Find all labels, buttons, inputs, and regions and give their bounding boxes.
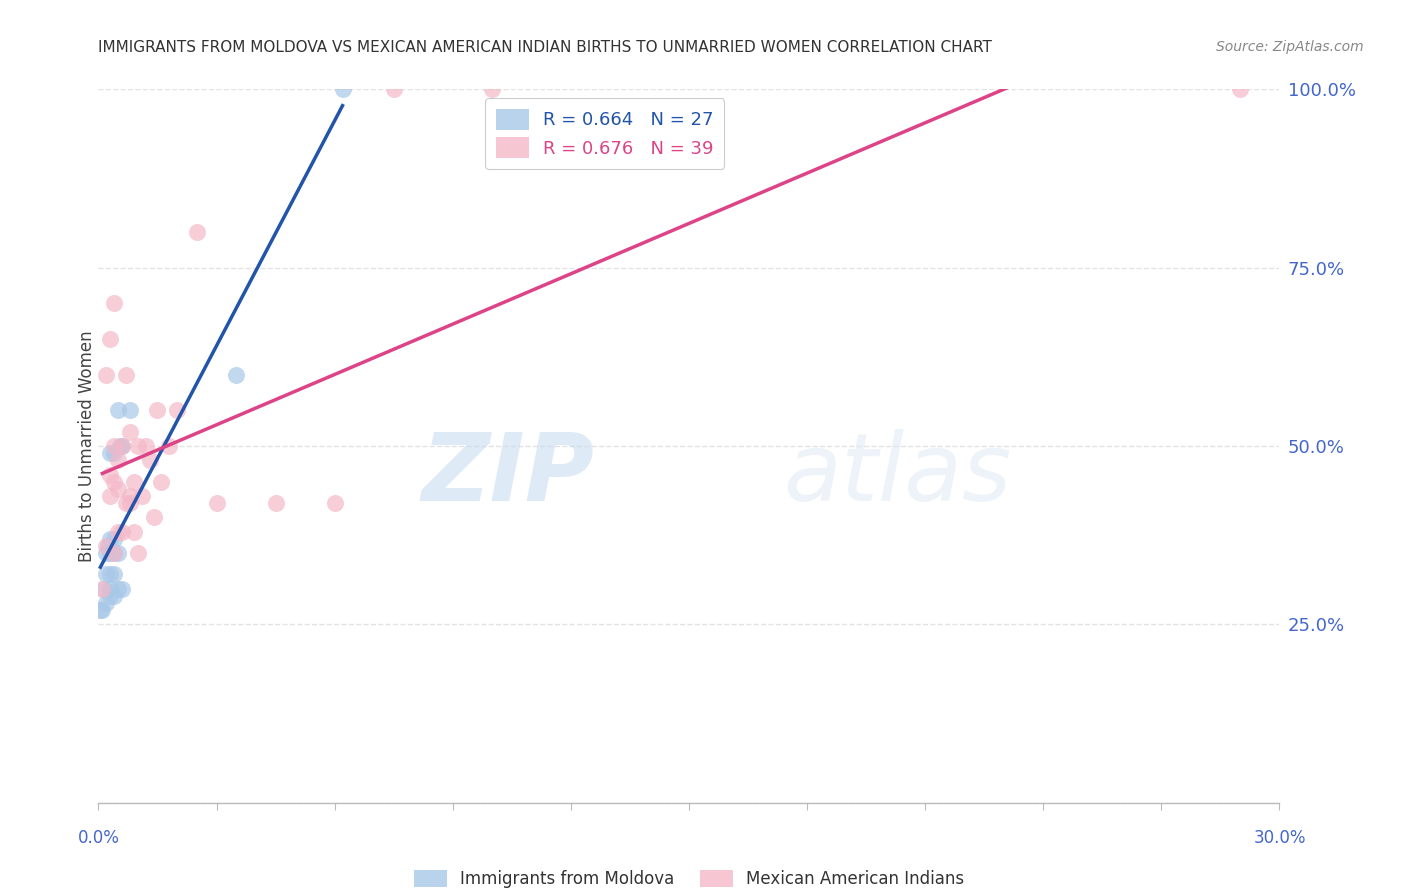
Point (382, 82, 405, 96)
Point (98, 489, 121, 503)
Point (103, 446, 125, 460)
Point (98, 332, 121, 346)
Point (205, 496, 228, 510)
Point (146, 403, 169, 417)
Text: 30.0%: 30.0% (1253, 829, 1306, 847)
Text: Source: ZipAtlas.com: Source: ZipAtlas.com (1216, 40, 1364, 54)
Point (96, 368, 118, 382)
Point (107, 453, 129, 467)
Point (98, 567, 121, 582)
Point (118, 425, 141, 439)
Point (332, 82, 354, 96)
Point (111, 582, 134, 596)
Point (103, 546, 125, 560)
Point (91, 603, 114, 617)
Point (127, 546, 149, 560)
Point (103, 475, 125, 489)
Point (107, 524, 129, 539)
Point (96, 546, 118, 560)
Point (135, 439, 157, 453)
Point (481, 82, 503, 96)
Point (118, 403, 141, 417)
Point (127, 439, 149, 453)
Text: IMMIGRANTS FROM MOLDOVA VS MEXICAN AMERICAN INDIAN BIRTHS TO UNMARRIED WOMEN COR: IMMIGRANTS FROM MOLDOVA VS MEXICAN AMERI… (98, 40, 993, 55)
Text: atlas: atlas (783, 429, 1012, 520)
Point (103, 567, 125, 582)
Point (98, 582, 121, 596)
Legend: Immigrants from Moldova, Mexican American Indians: Immigrants from Moldova, Mexican America… (406, 863, 972, 892)
Point (142, 510, 165, 524)
Point (103, 296, 125, 310)
Point (98, 546, 121, 560)
Point (131, 489, 153, 503)
Point (107, 582, 129, 596)
Point (115, 368, 138, 382)
Point (89, 603, 111, 617)
Point (103, 439, 125, 453)
Point (166, 403, 188, 417)
Point (98, 532, 121, 546)
Point (150, 475, 173, 489)
Point (93, 582, 115, 596)
Point (138, 453, 160, 467)
Point (107, 482, 129, 496)
Point (264, 496, 287, 510)
Point (118, 496, 141, 510)
Point (98, 589, 121, 603)
Point (97, 539, 120, 553)
Point (103, 532, 125, 546)
Point (122, 475, 145, 489)
Point (111, 439, 134, 453)
Point (103, 546, 125, 560)
Point (1229, 82, 1251, 96)
Point (122, 524, 145, 539)
Point (107, 546, 129, 560)
Point (96, 567, 118, 582)
Point (115, 496, 138, 510)
Point (107, 403, 129, 417)
Point (108, 439, 131, 453)
Point (111, 524, 134, 539)
Text: 0.0%: 0.0% (77, 829, 120, 847)
Point (96, 539, 118, 553)
Point (323, 496, 346, 510)
Point (98, 467, 121, 482)
Point (91, 582, 114, 596)
Point (186, 225, 208, 239)
Point (103, 589, 125, 603)
Text: ZIP: ZIP (422, 428, 595, 521)
Point (118, 489, 141, 503)
Point (157, 439, 180, 453)
Point (96, 596, 118, 610)
Point (98, 446, 121, 460)
Point (111, 439, 134, 453)
Point (225, 368, 247, 382)
Y-axis label: Births to Unmarried Women: Births to Unmarried Women (79, 330, 96, 562)
